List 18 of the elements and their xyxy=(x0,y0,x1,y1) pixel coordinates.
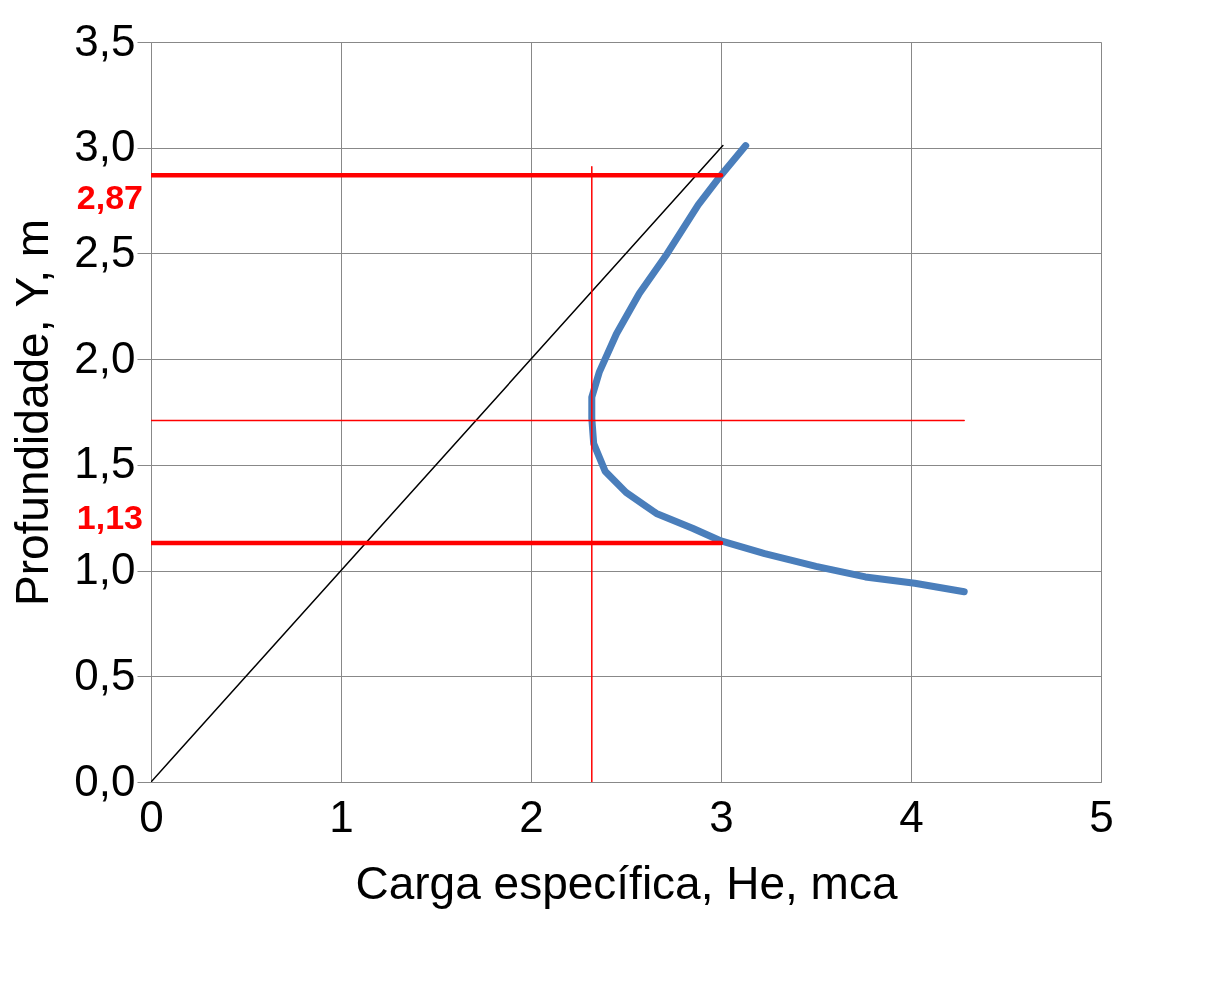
x-tick-label: 3 xyxy=(709,791,734,841)
y-tick-label: 2,0 xyxy=(74,332,136,382)
annotation: 2,87 xyxy=(76,178,143,217)
y-tick-label: 3,0 xyxy=(74,121,136,171)
x-tick-label: 5 xyxy=(1089,791,1114,841)
y-axis-title: Profundidade, Y, m xyxy=(6,218,59,607)
x-tick-label: 2 xyxy=(519,791,544,841)
annotation: 1,13 xyxy=(76,498,143,537)
y-tick-label: 1,0 xyxy=(74,544,136,594)
y-tick-label: 2,5 xyxy=(74,226,136,276)
y-tick-label: 0,0 xyxy=(74,755,136,805)
x-tick-label: 4 xyxy=(899,791,924,841)
y-tick-label: 0,5 xyxy=(74,649,136,699)
x-tick-label: 0 xyxy=(139,791,164,841)
y-tick-label: 3,5 xyxy=(74,15,136,65)
x-tick-label: 1 xyxy=(329,791,354,841)
y-tick-label: 1,5 xyxy=(74,438,136,488)
x-axis-title: Carga específica, He, mca xyxy=(355,856,898,909)
